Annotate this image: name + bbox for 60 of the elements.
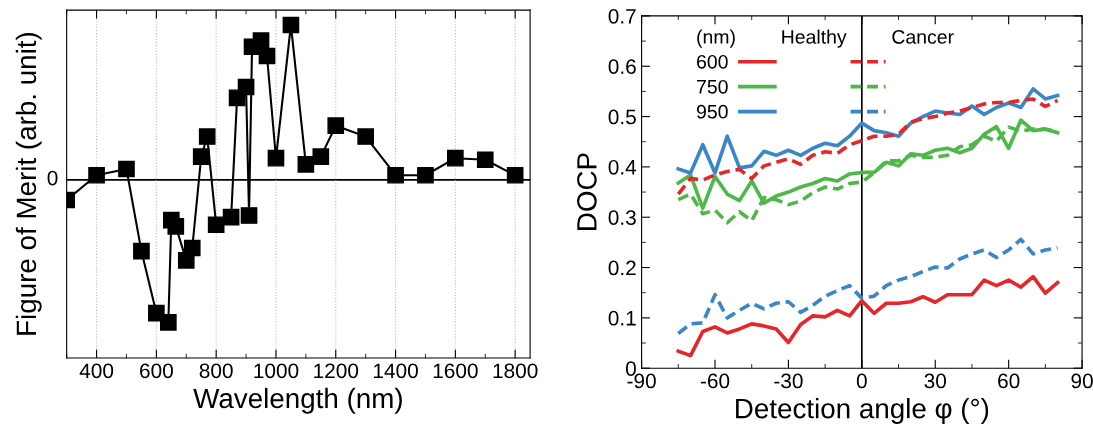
- y-tick-label: 0.7: [608, 8, 636, 24]
- line-series: [676, 274, 1060, 358]
- x-tick-label: -60: [700, 373, 730, 389]
- x-tick-label: 90: [1071, 373, 1093, 389]
- point: [417, 166, 434, 184]
- line-series: [676, 97, 1060, 196]
- y-tick-label: 0.2: [608, 260, 636, 276]
- point: [312, 148, 330, 165]
- point: [192, 148, 210, 165]
- y-axis-title: Figure of Merit (arb. unit): [15, 32, 42, 335]
- point: [183, 239, 201, 257]
- x-tick-label: 30: [924, 373, 947, 389]
- point: [240, 207, 258, 224]
- line-series: [676, 237, 1060, 336]
- point: [327, 117, 345, 135]
- point: [222, 208, 240, 226]
- x-tick-label: 600: [140, 363, 173, 379]
- x-tick-label: 800: [199, 363, 233, 379]
- y-tick-label: 0.5: [608, 109, 636, 125]
- ref-line-label: 0: [47, 170, 58, 186]
- point: [167, 218, 185, 235]
- legend-label: 750: [697, 79, 728, 94]
- y-tick-label: 0.4: [608, 159, 637, 175]
- legend-title: (nm): [697, 29, 735, 48]
- point: [447, 149, 464, 167]
- x-axis-title: Detection angle φ (°): [736, 398, 989, 424]
- legend-label: 600: [697, 54, 728, 69]
- point: [88, 166, 105, 184]
- x-tick-label: 1600: [433, 363, 478, 379]
- point: [159, 314, 177, 331]
- x-tick-label: 1800: [493, 363, 538, 379]
- y-tick-label: 0.1: [608, 310, 636, 326]
- legend-label: 950: [696, 104, 728, 119]
- point: [207, 216, 225, 234]
- point: [282, 16, 300, 34]
- point: [387, 166, 404, 184]
- point: [252, 32, 270, 49]
- y-tick-label: 0.3: [608, 210, 636, 225]
- x-tick-label: 60: [998, 373, 1020, 389]
- x-tick-label: -30: [774, 373, 803, 389]
- point: [133, 242, 150, 260]
- x-tick-label: 0: [856, 373, 867, 389]
- annotation: Healthy: [782, 29, 847, 48]
- x-tick-label: 1400: [373, 363, 418, 379]
- point: [258, 47, 276, 65]
- point: [267, 149, 285, 167]
- point: [297, 156, 315, 173]
- y-axis-title: DOCP: [577, 153, 597, 230]
- x-tick-label: 1200: [314, 363, 359, 379]
- point: [476, 151, 494, 169]
- annotation: Cancer: [892, 30, 954, 44]
- point: [118, 160, 135, 178]
- point: [506, 166, 524, 184]
- point: [198, 128, 216, 145]
- y-tick-label: 0.6: [608, 59, 636, 74]
- x-tick-label: 1000: [254, 363, 299, 379]
- point: [357, 128, 374, 145]
- point: [237, 78, 255, 96]
- x-tick-label: 400: [79, 363, 114, 379]
- x-axis-title: Wavelength (nm): [193, 387, 402, 414]
